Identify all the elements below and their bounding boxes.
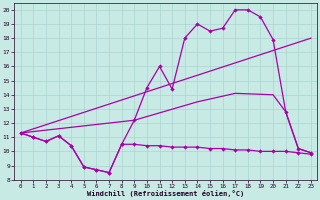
X-axis label: Windchill (Refroidissement éolien,°C): Windchill (Refroidissement éolien,°C) [87, 190, 244, 197]
